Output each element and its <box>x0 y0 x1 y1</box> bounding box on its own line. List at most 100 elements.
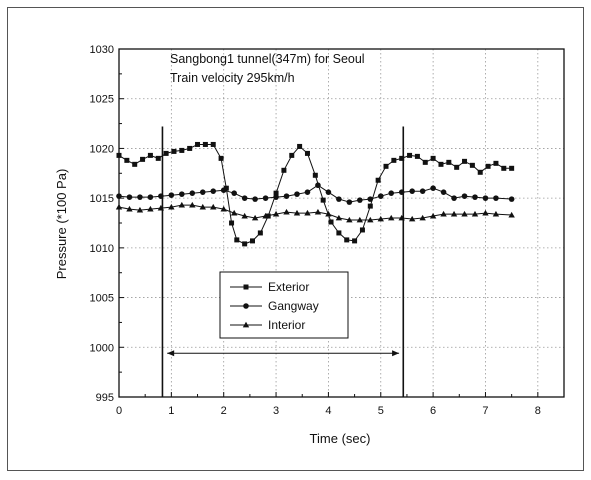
point-exterior-50 <box>501 165 507 171</box>
point-gangway-30 <box>430 185 436 191</box>
point-gangway-23 <box>357 197 363 203</box>
point-exterior-42 <box>438 161 444 167</box>
point-exterior-15 <box>229 220 235 226</box>
point-exterior-38 <box>407 152 413 158</box>
point-gangway-22 <box>346 199 353 205</box>
point-exterior-2 <box>132 161 138 167</box>
point-exterior-13 <box>218 155 224 161</box>
point-gangway-34 <box>472 194 478 200</box>
point-exterior-46 <box>469 162 475 168</box>
point-exterior-8 <box>179 147 185 153</box>
point-exterior-49 <box>493 160 499 166</box>
point-exterior-47 <box>477 169 483 175</box>
y-axis-title: Pressure (*100 Pa) <box>54 169 69 280</box>
point-exterior-51 <box>509 165 515 171</box>
point-exterior-18 <box>250 238 255 244</box>
point-gangway-6 <box>179 191 185 197</box>
point-gangway-26 <box>388 190 395 196</box>
point-gangway-21 <box>336 196 342 202</box>
legend-item-interior: Interior <box>230 318 305 332</box>
y-tick-label-3: 1010 <box>90 243 114 255</box>
point-interior-37 <box>508 211 515 218</box>
point-gangway-20 <box>325 189 332 195</box>
point-exterior-44 <box>454 164 460 170</box>
point-exterior-34 <box>375 177 381 183</box>
point-gangway-11 <box>231 190 237 196</box>
series-line-exterior <box>118 144 512 245</box>
y-tick-label-7: 1030 <box>90 44 114 56</box>
legend: Exterior Gangway Interior <box>219 271 349 339</box>
point-interior-20 <box>325 210 332 217</box>
point-interior-15 <box>272 210 280 217</box>
point-interior-31 <box>440 210 447 217</box>
point-interior-9 <box>210 203 217 210</box>
legend-marker-interior <box>242 321 250 328</box>
point-interior-13 <box>251 214 259 221</box>
point-exterior-35 <box>383 163 389 169</box>
point-interior-4 <box>157 204 165 211</box>
point-exterior-11 <box>202 141 208 147</box>
point-interior-36 <box>492 210 500 217</box>
point-gangway-32 <box>451 195 457 201</box>
x-tick-label-8: 8 <box>535 405 541 417</box>
point-gangway-3 <box>147 194 154 200</box>
point-interior-3 <box>147 205 154 212</box>
point-gangway-12 <box>241 195 248 201</box>
point-gangway-37 <box>508 196 515 202</box>
point-exterior-16 <box>234 237 240 243</box>
series-exterior <box>116 141 515 247</box>
plot-frame <box>118 48 565 398</box>
point-exterior-12 <box>210 141 216 147</box>
point-exterior-14 <box>223 185 229 191</box>
point-interior-18 <box>304 209 311 216</box>
point-gangway-9 <box>210 188 217 194</box>
point-interior-6 <box>178 201 186 208</box>
point-interior-23 <box>356 216 364 223</box>
axis-ticks: 0 1 2 3 4 5 6 7 8 995 1000 1005 1010 1015 1020 1025 1030 <box>90 44 541 417</box>
point-exterior-19 <box>257 230 263 236</box>
point-interior-8 <box>199 203 206 210</box>
point-gangway-7 <box>189 190 196 196</box>
point-gangway-35 <box>482 195 489 201</box>
point-gangway-17 <box>294 191 300 197</box>
point-exterior-29 <box>336 230 342 236</box>
point-interior-35 <box>482 209 489 216</box>
point-exterior-3 <box>140 156 146 162</box>
series-interior <box>115 201 515 223</box>
point-exterior-23 <box>289 152 295 158</box>
point-interior-17 <box>293 209 301 216</box>
point-gangway-31 <box>440 189 447 195</box>
point-gangway-10 <box>220 187 227 193</box>
series-gangway <box>116 182 515 205</box>
point-exterior-24 <box>297 143 303 149</box>
y-tick-label-0: 995 <box>96 392 114 404</box>
point-exterior-20 <box>265 213 271 219</box>
x-tick-label-3: 3 <box>273 405 279 417</box>
x-tick-label-0: 0 <box>116 405 122 417</box>
annotation-tunnel: Sangbong1 tunnel(347m) for Seoul <box>170 52 365 66</box>
point-interior-29 <box>419 214 426 221</box>
point-interior-28 <box>408 215 416 222</box>
x-tick-label-4: 4 <box>325 405 331 417</box>
x-axis-title: Time (sec) <box>310 431 371 446</box>
point-interior-32 <box>450 210 458 217</box>
point-exterior-30 <box>344 237 350 243</box>
point-interior-34 <box>471 210 479 217</box>
x-tick-label-2: 2 <box>221 405 227 417</box>
legend-item-exterior: Exterior <box>230 280 309 294</box>
point-exterior-28 <box>328 219 334 225</box>
point-gangway-2 <box>137 194 143 200</box>
point-exterior-48 <box>485 163 491 169</box>
point-exterior-26 <box>312 172 318 178</box>
x-tick-label-6: 6 <box>430 405 436 417</box>
legend-items: Exterior Gangway Interior <box>230 280 319 332</box>
point-exterior-4 <box>147 152 153 158</box>
point-exterior-37 <box>399 155 405 161</box>
figure-frame <box>7 7 584 471</box>
train-position-lines <box>161 126 405 397</box>
point-exterior-7 <box>171 148 177 154</box>
point-exterior-45 <box>462 158 468 164</box>
point-interior-14 <box>262 212 269 219</box>
point-interior-2 <box>136 206 144 213</box>
point-exterior-22 <box>281 167 287 173</box>
